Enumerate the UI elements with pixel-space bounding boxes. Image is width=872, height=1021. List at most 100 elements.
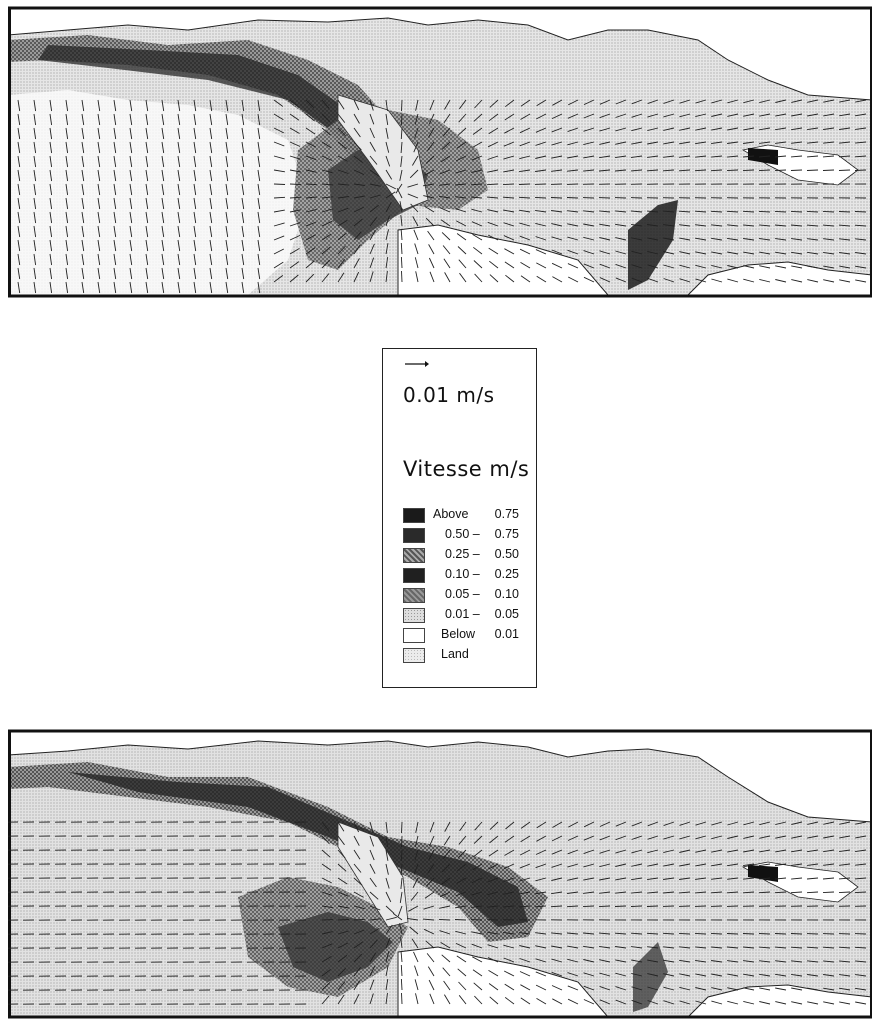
vector-arrow [599, 277, 611, 283]
vector-arrow [678, 169, 691, 172]
vector-arrow [630, 932, 643, 935]
vector-arrow [551, 945, 563, 949]
vector-arrow [49, 127, 53, 140]
vector-arrow [535, 127, 547, 133]
vector-arrow [415, 99, 419, 111]
vector-arrow [145, 99, 149, 112]
vector-arrow [412, 877, 419, 889]
vector-arrow [823, 960, 835, 963]
vector-arrow [790, 210, 803, 213]
vector-arrow [428, 979, 435, 991]
vector-arrow [551, 932, 563, 935]
legend-low: Land [441, 647, 469, 661]
vector-arrow [427, 141, 435, 152]
vector-arrow [129, 99, 133, 112]
vector-arrow [503, 877, 515, 882]
vector-arrow [321, 233, 332, 241]
vector-arrow [519, 971, 531, 977]
vector-arrow [790, 169, 803, 171]
vector-arrow [473, 246, 483, 255]
vector-arrow [726, 210, 739, 213]
vector-arrow [81, 197, 85, 210]
vector-arrow [838, 891, 851, 894]
vector-arrow [711, 251, 723, 255]
vector-arrow [775, 877, 787, 880]
legend-row-001: 0.01 – 0.05 [403, 606, 533, 626]
vector-arrow [209, 113, 213, 126]
vector-arrow [535, 945, 547, 949]
vector-arrow [337, 955, 348, 963]
legend-swatch [403, 568, 425, 583]
vector-arrow [791, 987, 803, 991]
vector-arrow [305, 247, 316, 255]
vector-arrow [519, 141, 531, 147]
vector-arrow [470, 196, 483, 199]
vector-arrow [551, 113, 563, 120]
vector-arrow [129, 169, 133, 182]
vector-arrow [536, 262, 547, 269]
vector-arrow [486, 183, 499, 186]
vector-arrow [854, 946, 867, 949]
vector-arrow [759, 877, 771, 880]
legend-row-010: 0.10 – 0.25 [403, 566, 533, 586]
vector-arrow [161, 127, 165, 140]
vector-arrow [209, 169, 213, 182]
vector-arrow [145, 113, 149, 126]
vector-arrow [353, 980, 361, 991]
vector-arrow [369, 993, 374, 1005]
vector-arrow [145, 169, 149, 182]
vector-arrow [321, 113, 331, 123]
vector-arrow [567, 169, 579, 172]
vector-arrow [599, 210, 611, 213]
vector-arrow [17, 267, 21, 280]
vector-arrow [81, 253, 85, 266]
vector-arrow [551, 210, 563, 213]
vector-arrow [423, 183, 435, 187]
vector-arrow [727, 863, 739, 867]
vector-arrow [49, 281, 53, 294]
vector-arrow [321, 877, 333, 884]
vector-arrow [519, 863, 531, 869]
vector-arrow [775, 960, 787, 963]
vector-arrow [459, 821, 467, 832]
vector-arrow [743, 224, 755, 227]
vector-arrow [385, 191, 396, 199]
vector-arrow [455, 942, 467, 949]
vector-arrow [631, 277, 643, 283]
vector-arrow [17, 197, 21, 210]
vector-arrow [727, 155, 739, 158]
vector-arrow [679, 237, 691, 241]
vector-arrow [743, 1000, 755, 1005]
vector-arrow [679, 141, 691, 145]
headland [337, 94, 429, 211]
vector-arrow [647, 224, 659, 227]
vector-arrow [444, 272, 451, 283]
vector-arrow [727, 877, 739, 880]
vector-arrow [695, 987, 707, 991]
vector-arrow [49, 197, 53, 210]
vector-arrow [774, 946, 787, 949]
vector-arrow [353, 993, 360, 1005]
legend-swatch [403, 588, 425, 603]
vector-arrow [415, 271, 419, 283]
vector-arrow [615, 999, 627, 1005]
vector-arrow [321, 943, 333, 949]
vector-arrow [855, 1001, 867, 1005]
vector-arrow [838, 946, 851, 949]
vector-arrow [503, 970, 515, 977]
vector-arrow [193, 239, 197, 252]
vector-arrow [855, 265, 867, 269]
vector-arrow [422, 918, 435, 921]
vector-arrow [337, 930, 349, 935]
vector-arrow [567, 276, 579, 283]
vector-arrow [177, 253, 181, 266]
vector-arrow [487, 905, 499, 908]
vector-arrow [353, 877, 363, 886]
vector-arrow [839, 113, 851, 117]
vector-arrow [695, 877, 707, 880]
vector-arrow [598, 905, 611, 908]
vector-arrow [710, 891, 723, 894]
legend-high: 0.01 [494, 627, 519, 641]
vector-arrow [550, 905, 563, 908]
vector-arrow [535, 249, 547, 255]
